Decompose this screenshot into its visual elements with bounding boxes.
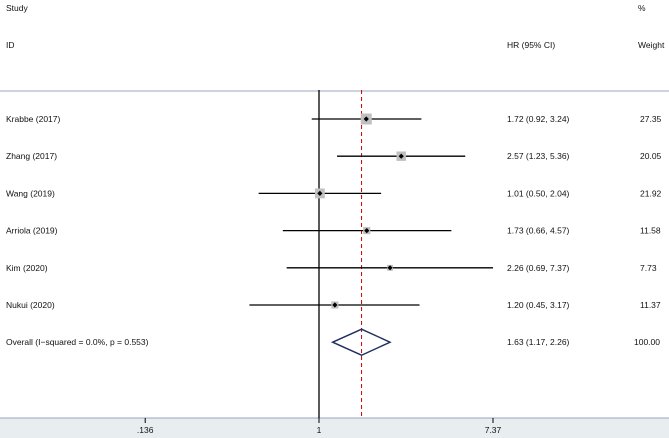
x-axis-band xyxy=(0,418,669,438)
study-hr-ci: 1.01 (0.50, 2.04) xyxy=(507,188,570,198)
study-point-estimate xyxy=(332,302,338,308)
study-name: Kim (2020) xyxy=(6,263,48,273)
study-weight: 21.92 xyxy=(640,188,662,198)
study-weight: 27.35 xyxy=(640,114,662,124)
plot-marks: .136 1 7.37 Krabbe (2017) 1.72 (0.92, 3.24) 2… xyxy=(6,90,662,435)
study-name: Wang (2019) xyxy=(6,188,55,198)
study-hr-ci: 2.26 (0.69, 7.37) xyxy=(507,263,570,273)
study-point-estimate xyxy=(387,265,393,271)
study-point-estimate xyxy=(364,228,370,234)
study-hr-ci: 2.57 (1.23, 5.36) xyxy=(507,151,570,161)
x-tick-label: 7.37 xyxy=(485,425,502,435)
study-weight: 20.05 xyxy=(640,151,662,161)
study-hr-ci: 1.73 (0.66, 4.57) xyxy=(507,226,570,236)
study-point-estimate xyxy=(317,190,323,196)
study-weight: 7.73 xyxy=(640,263,657,273)
study-weight: 11.37 xyxy=(640,300,661,310)
x-tick-label: .136 xyxy=(137,425,154,435)
overall-label: Overall (I−squared = 0.0%, p = 0.553) xyxy=(6,337,149,347)
overall-diamond xyxy=(330,328,392,356)
study-name: Arriola (2019) xyxy=(6,226,58,236)
study-hr-ci: 1.20 (0.45, 3.17) xyxy=(507,300,570,310)
overall-weight: 100.00 xyxy=(634,337,660,347)
x-tick-label: 1 xyxy=(317,425,322,435)
study-name: Zhang (2017) xyxy=(6,151,57,161)
overall-hr-ci: 1.63 (1.17, 2.26) xyxy=(507,337,570,347)
study-weight: 11.58 xyxy=(640,226,661,236)
header-percent: % xyxy=(638,3,646,13)
header-hr-ci: HR (95% CI) xyxy=(507,40,555,50)
study-name: Nukui (2020) xyxy=(6,300,55,310)
header-study: Study xyxy=(6,3,28,13)
study-point-estimate xyxy=(363,116,369,122)
study-hr-ci: 1.72 (0.92, 3.24) xyxy=(507,114,570,124)
study-point-estimate xyxy=(398,153,404,159)
study-name: Krabbe (2017) xyxy=(6,114,61,124)
header-id: ID xyxy=(6,40,15,50)
header-weight: Weight xyxy=(638,40,665,50)
